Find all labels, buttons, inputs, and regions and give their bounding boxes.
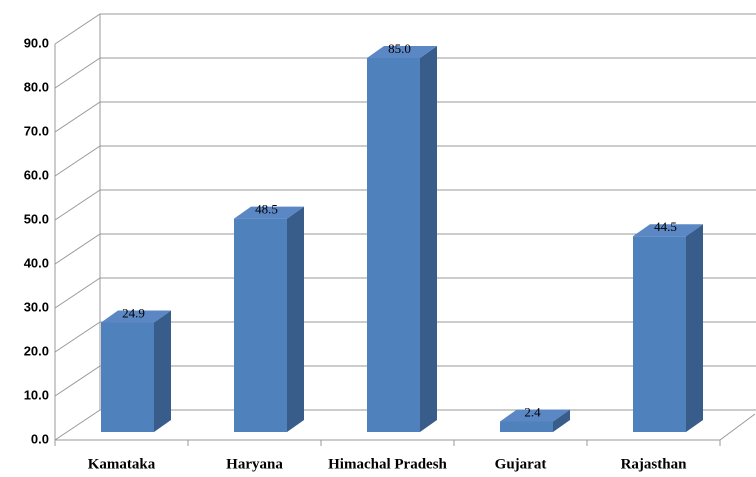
x-tick-label: Haryana <box>226 456 283 472</box>
data-label: 2.4 <box>524 404 541 419</box>
bar-top <box>367 46 437 58</box>
bar-top <box>633 224 703 237</box>
data-label: 44.5 <box>654 219 677 234</box>
bar-side <box>553 409 570 432</box>
bar <box>367 46 437 432</box>
grid-line <box>54 145 756 177</box>
x-tick-label: Rajasthan <box>621 456 688 472</box>
bar <box>234 206 304 432</box>
grid-line <box>54 365 756 397</box>
y-tick-label: 50.0 <box>24 211 49 226</box>
grid-line <box>54 189 756 221</box>
y-tick-label: 30.0 <box>24 299 49 314</box>
bar-top <box>500 409 570 422</box>
y-tick-label: 90.0 <box>24 35 49 50</box>
y-tick-label: 80.0 <box>24 79 49 94</box>
bar-top <box>234 206 304 219</box>
grid-line <box>54 321 756 353</box>
grid-line <box>54 13 756 45</box>
grid-line <box>54 277 756 309</box>
y-tick-label: 20.0 <box>24 343 49 358</box>
grid-line <box>54 57 756 89</box>
bar-side <box>287 206 304 432</box>
data-label: 85.0 <box>388 41 411 56</box>
y-tick-label: 0.0 <box>31 431 49 446</box>
y-tick-label: 70.0 <box>24 123 49 138</box>
bar-front <box>101 322 154 432</box>
data-label: 24.9 <box>122 305 145 320</box>
bar-front <box>234 218 287 432</box>
x-tick-label: Gujarat <box>495 456 547 472</box>
y-tick-label: 10.0 <box>24 387 49 402</box>
bar <box>500 409 570 432</box>
bar-top <box>101 310 171 323</box>
data-label: 48.5 <box>255 202 278 217</box>
y-tick-label: 40.0 <box>24 255 49 270</box>
bar-front <box>633 236 686 432</box>
bar-side <box>420 46 437 432</box>
bar-front <box>367 58 420 432</box>
y-tick-label: 60.0 <box>24 167 49 182</box>
grid-line <box>54 101 756 133</box>
bar <box>633 224 703 432</box>
bar-front <box>500 421 553 432</box>
bar <box>101 310 171 432</box>
x-tick-label: Himachal Pradesh <box>328 456 447 472</box>
grid-line <box>54 233 756 265</box>
bar-side <box>686 224 703 432</box>
x-tick-label: Kamataka <box>88 456 156 472</box>
bar-side <box>154 310 171 432</box>
